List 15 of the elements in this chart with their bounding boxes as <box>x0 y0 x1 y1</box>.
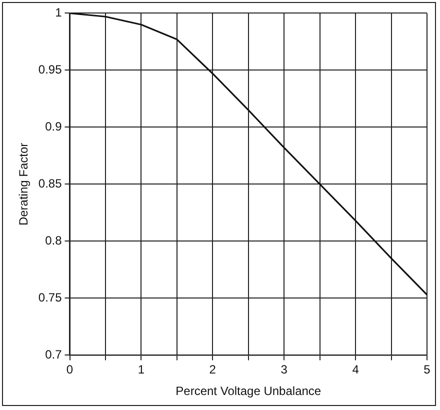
y-axis-title: Derating Factor <box>16 142 31 226</box>
x-tick-label: 1 <box>138 362 145 377</box>
y-tick-label: 1 <box>55 6 62 20</box>
y-tick-label: 0.8 <box>45 234 62 248</box>
y-tick-label: 0.75 <box>38 290 62 305</box>
y-tick-label: 0.85 <box>38 176 62 191</box>
x-tick-label: 3 <box>280 362 288 377</box>
x-tick-label: 4 <box>352 362 360 377</box>
x-axis-title: Percent Voltage Unbalance <box>176 384 322 398</box>
x-tick-label: 0 <box>66 362 74 377</box>
y-tick-label: 0.9 <box>45 120 62 134</box>
x-tick-label: 2 <box>209 362 216 377</box>
y-tick-label: 0.95 <box>38 62 62 77</box>
y-tick-label: 0.7 <box>45 348 62 362</box>
x-tick-label: 5 <box>424 362 431 377</box>
